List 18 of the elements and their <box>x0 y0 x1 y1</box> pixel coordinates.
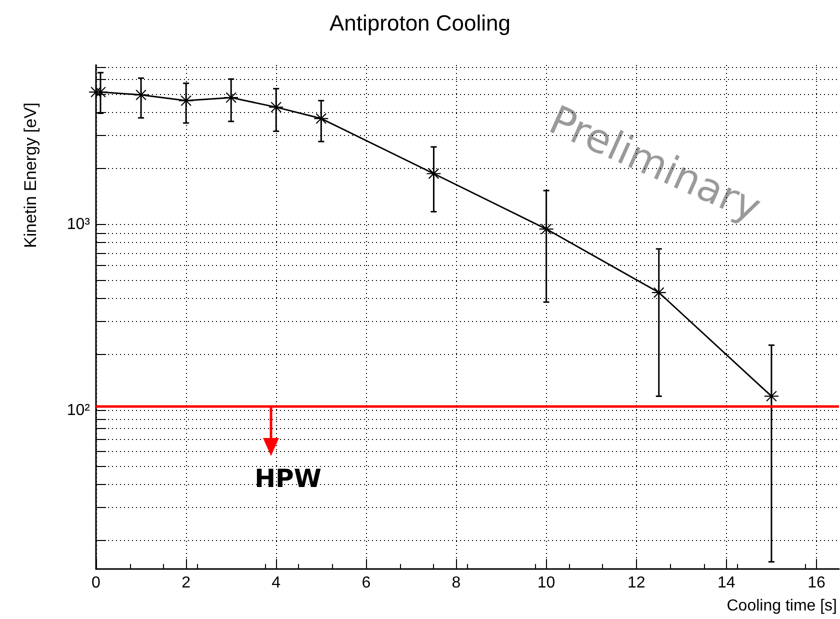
point <box>426 166 441 181</box>
x-tick-label: 8 <box>452 574 461 592</box>
x-axis-title: Cooling time [s] <box>726 598 837 614</box>
y-tick-label: 10³ <box>66 216 91 233</box>
x-tick-label: 4 <box>272 574 281 592</box>
x-tick-label: 6 <box>362 574 371 592</box>
y-axis-title: Kinetin Energy [eV] <box>21 102 40 248</box>
legend-label: HPW <box>254 464 322 494</box>
chart-title: Antiproton Cooling <box>329 10 511 36</box>
point <box>764 389 778 404</box>
x-tick-label: 10 <box>537 574 556 592</box>
x-tick-label: 16 <box>808 574 826 592</box>
y-tick-label: 10² <box>66 402 91 419</box>
point <box>539 222 554 236</box>
x-tick-label: 2 <box>182 574 191 592</box>
x-tick-label: 0 <box>92 574 101 592</box>
x-tick-label: 12 <box>627 574 646 592</box>
x-tick-label: 14 <box>718 574 736 592</box>
